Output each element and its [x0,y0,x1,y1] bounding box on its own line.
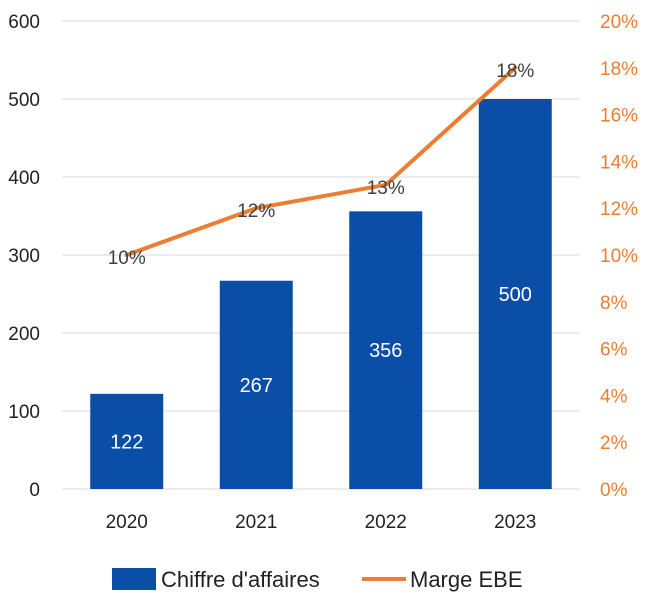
left-tick-label: 200 [8,324,40,345]
line-data-label: 12% [237,201,275,222]
legend-line-label: Marge EBE [410,567,523,592]
bar-data-label: 267 [240,375,273,397]
right-tick-label: 2% [600,433,628,454]
right-tick-label: 12% [600,199,638,220]
category-label: 2023 [494,512,536,533]
right-tick-label: 8% [600,293,628,314]
category-label: 2022 [365,512,407,533]
right-tick-label: 14% [600,152,638,173]
right-axis-ticks: 0% 2% 4% 6% 8% 10% 12% 14% 16% 18% 20% [600,12,638,501]
left-tick-label: 0 [29,480,40,501]
legend-bar-label: Chiffre d'affaires [161,567,320,592]
category-axis: 2020 2021 2022 2023 [106,512,537,533]
line-path [124,65,518,257]
right-tick-label: 18% [600,59,638,80]
right-tick-label: 20% [600,12,638,33]
bar [349,211,423,489]
bar-data-label: 122 [110,431,143,453]
left-tick-label: 400 [8,168,40,189]
line-point [124,253,129,257]
right-tick-label: 6% [600,340,628,361]
left-tick-label: 600 [8,12,40,33]
right-tick-label: 0% [600,480,628,501]
left-tick-label: 500 [8,90,40,111]
left-tick-label: 300 [8,246,40,267]
right-tick-label: 10% [600,246,638,267]
category-label: 2021 [235,512,277,533]
line-point [383,182,388,187]
line-point [513,65,518,70]
left-tick-label: 100 [8,402,40,423]
legend: Chiffre d'affaires Marge EBE [112,567,523,592]
line-data-label: 18% [496,61,534,82]
bar [478,99,552,489]
right-tick-label: 4% [600,386,628,407]
line-data-label: 10% [108,248,146,269]
line-series: 10% 12% 13% 18% [108,61,535,269]
line-point [254,206,259,211]
legend-bar-swatch [112,568,156,590]
right-tick-label: 16% [600,106,638,127]
category-label: 2020 [106,512,148,533]
bar [219,280,293,489]
left-axis-ticks: 0 100 200 300 400 500 600 [8,12,40,501]
bar [90,393,164,489]
bar-series: 122 267 356 500 [90,99,552,489]
line-data-label: 13% [367,178,405,199]
bar-data-label: 500 [499,284,532,306]
bar-data-label: 356 [369,340,402,362]
